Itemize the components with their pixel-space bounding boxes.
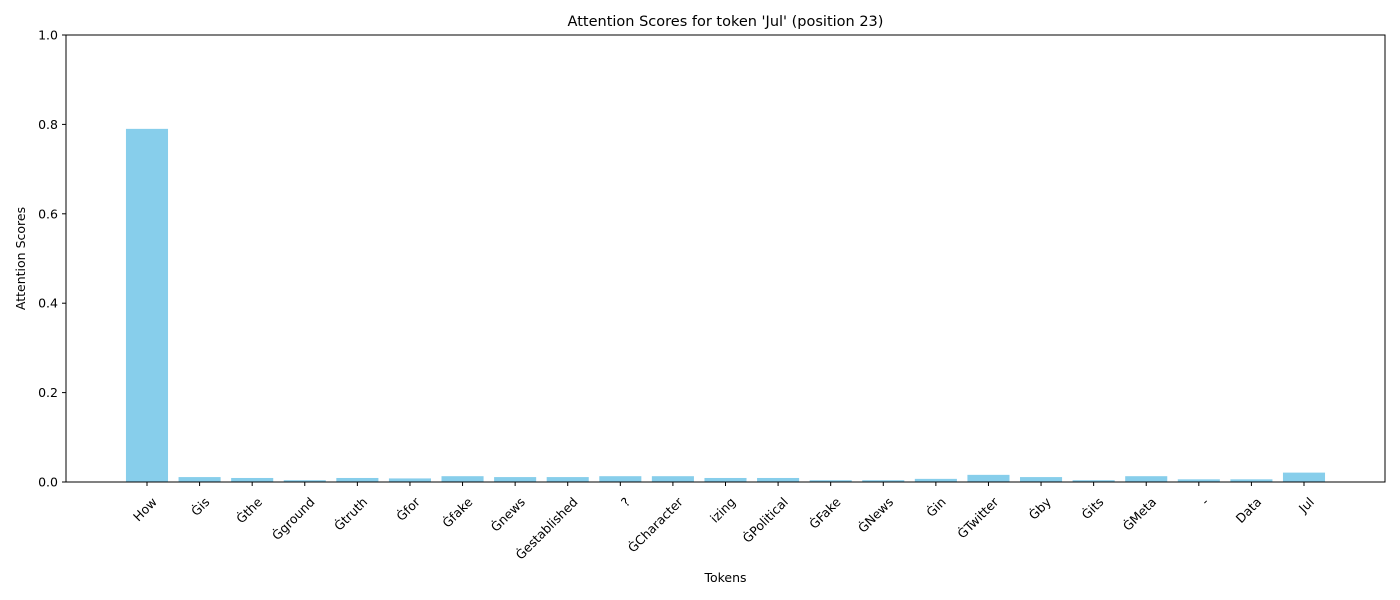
bar — [388, 478, 431, 482]
bar — [1125, 476, 1168, 482]
y-tick-label: 0.2 — [38, 385, 58, 400]
bar — [862, 480, 905, 482]
bar — [546, 477, 589, 482]
y-tick-label: 0.0 — [38, 475, 58, 490]
bar — [757, 477, 800, 482]
y-tick-label: 0.6 — [38, 206, 58, 221]
y-tick-label: 0.8 — [38, 117, 58, 132]
bars-group — [125, 128, 1326, 482]
y-tick-label: 1.0 — [38, 28, 58, 43]
bar — [231, 477, 274, 482]
bar — [1020, 477, 1063, 482]
chart-title: Attention Scores for token 'Jul' (positi… — [568, 14, 884, 30]
bar — [809, 480, 852, 482]
bar — [1230, 479, 1273, 482]
bar — [178, 477, 221, 482]
bar — [283, 480, 326, 482]
bar — [494, 477, 537, 482]
bar — [651, 476, 694, 482]
bar — [125, 128, 169, 482]
bar — [914, 478, 957, 482]
bar — [967, 474, 1010, 482]
plot-frame — [65, 34, 1386, 483]
y-axis-label: Attention Scores — [13, 207, 28, 310]
bar — [441, 476, 484, 482]
bar — [336, 477, 379, 482]
y-axis: 0.0 0.2 0.4 0.6 0.8 1.0 — [38, 28, 66, 490]
bar — [704, 477, 747, 482]
bar — [1282, 472, 1326, 482]
x-axis-label: Tokens — [703, 570, 746, 585]
y-tick-label: 0.4 — [38, 296, 58, 311]
bar — [599, 476, 642, 482]
bar — [1177, 479, 1220, 482]
bar — [1072, 480, 1115, 482]
